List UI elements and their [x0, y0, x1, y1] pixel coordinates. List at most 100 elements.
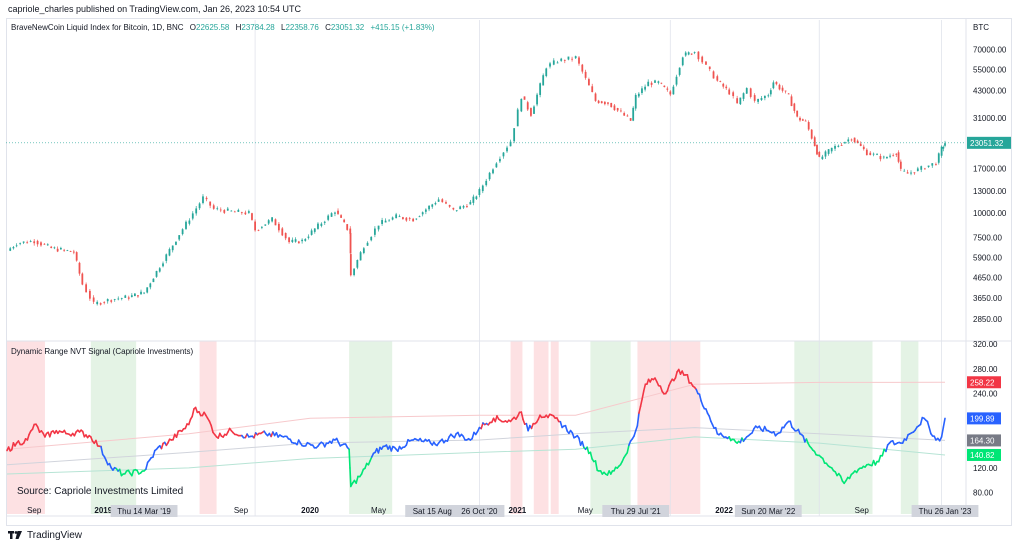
price-candle	[257, 229, 260, 231]
price-candle	[499, 158, 501, 162]
crosshair-date-label: 26 Oct '20	[461, 507, 498, 516]
price-candle	[767, 95, 770, 97]
price-candle	[693, 52, 696, 54]
nvt-mid-band-line	[6, 427, 946, 466]
price-candle	[749, 88, 752, 97]
price-candle	[198, 203, 201, 209]
price-candle	[162, 263, 164, 267]
nvt-pane	[6, 368, 946, 488]
nvt-signal-segment	[638, 405, 642, 414]
price-candle	[910, 172, 912, 174]
price-candle	[545, 68, 548, 77]
price-pane	[6, 51, 966, 306]
price-candle	[722, 83, 725, 87]
price-candle	[818, 151, 821, 157]
footer: TradingView	[0, 526, 1024, 546]
x-tick-label: 2020	[301, 506, 319, 515]
price-candle	[876, 154, 878, 155]
nvt-signal-segment	[698, 393, 702, 402]
price-candle	[459, 206, 462, 210]
price-candle	[807, 122, 810, 130]
price-candle	[349, 228, 352, 234]
price-candle	[195, 208, 198, 214]
price-candle	[402, 217, 404, 220]
price-candle	[133, 293, 136, 297]
price-candle	[591, 86, 594, 93]
price-candle	[725, 86, 728, 89]
price-candle	[466, 206, 468, 207]
price-candle	[897, 152, 900, 162]
price-candle	[850, 139, 853, 141]
nvt-signal-segment	[928, 426, 932, 435]
last-price-badge	[967, 136, 1011, 149]
axes: 70000.0055000.0043000.0031000.0023000.00…	[27, 45, 1011, 517]
price-candle	[72, 251, 75, 253]
price-candle	[405, 217, 408, 221]
price-candle	[455, 210, 458, 212]
price-candle	[33, 241, 36, 244]
price-candle	[552, 60, 555, 65]
nvt-value-badge	[967, 376, 1001, 389]
price-candle	[178, 235, 181, 240]
price-candle	[937, 153, 940, 163]
price-candle	[445, 202, 447, 204]
price-candle	[834, 145, 836, 149]
price-candle	[26, 242, 29, 244]
price-candle	[340, 215, 342, 218]
nvt-signal-segment	[480, 422, 484, 430]
price-candle	[641, 88, 643, 94]
red-band-4	[550, 341, 559, 514]
price-candle	[130, 295, 133, 297]
price-candle	[317, 223, 319, 229]
price-candle	[567, 56, 570, 60]
price-candle	[916, 168, 919, 172]
price-candle	[632, 107, 635, 121]
price-candle	[223, 210, 226, 213]
price-candle	[853, 137, 856, 142]
nvt-signal-segment	[31, 423, 35, 431]
price-candle	[22, 241, 25, 243]
price-candle	[763, 95, 766, 99]
price-candle	[862, 146, 865, 150]
nvt-signal-segment	[152, 449, 156, 458]
price-candle	[753, 95, 756, 101]
price-candle	[940, 146, 943, 156]
price-candle	[313, 228, 316, 232]
nvt-signal-segment	[789, 420, 793, 428]
nvt-signal-segment	[586, 446, 590, 455]
price-candle	[475, 196, 478, 199]
price-candle	[530, 108, 532, 116]
price-candle	[495, 163, 498, 168]
green-band-1	[349, 341, 393, 514]
nvt-signal-segment	[626, 444, 630, 454]
nvt-signal-segment	[405, 438, 409, 446]
price-candle	[772, 82, 775, 89]
nvt-signal-segment	[822, 457, 826, 464]
price-candle	[502, 152, 505, 157]
red-band-3	[533, 341, 549, 514]
crosshair-date-label: Thu 14 Mar '19	[117, 507, 171, 516]
price-candle	[366, 242, 369, 246]
price-candle	[15, 245, 18, 247]
nvt-y-tick-label: 80.00	[973, 489, 994, 498]
price-y-tick-label: 43000.00	[973, 86, 1007, 95]
price-candle	[840, 145, 843, 146]
tradingview-logo-icon	[8, 531, 22, 540]
price-candle	[481, 185, 484, 192]
nvt-signal-segment	[594, 460, 599, 472]
nvt-signal-segment	[877, 454, 882, 463]
price-candle	[110, 300, 113, 302]
nvt-signal-segment	[779, 426, 783, 434]
nvt-value-badge-label: 258.22	[970, 378, 995, 387]
price-candle	[830, 147, 833, 152]
price-candle	[810, 129, 813, 139]
nvt-signal-segment	[686, 373, 691, 384]
nvt-signal-segment	[905, 433, 909, 441]
price-candle	[418, 216, 421, 218]
price-candle	[117, 298, 120, 300]
nvt-signal-segment	[926, 420, 930, 429]
price-candle	[395, 214, 398, 219]
price-candle	[85, 284, 88, 293]
nvt-signal-segment	[95, 439, 99, 447]
price-candle	[191, 213, 194, 219]
